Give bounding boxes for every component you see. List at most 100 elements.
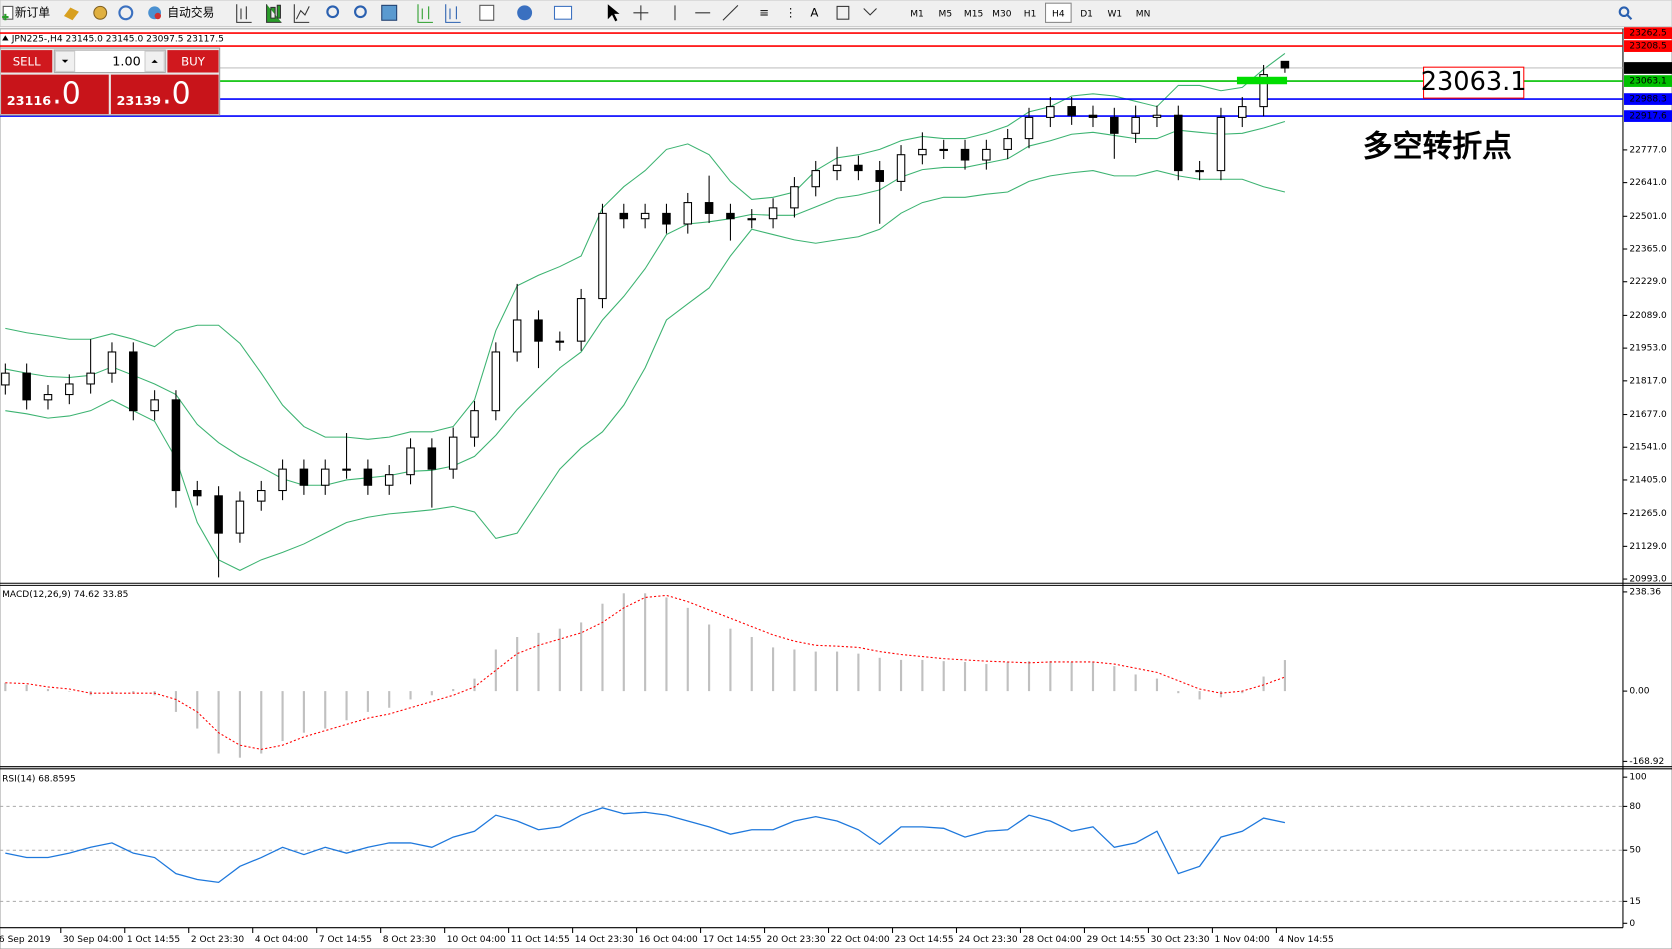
icon[interactable] — [326, 5, 340, 19]
bid-price[interactable]: 23116 — [7, 94, 52, 109]
ask-fraction[interactable]: .0 — [162, 76, 190, 111]
x-tick-label: 24 Oct 23:30 — [959, 935, 1018, 945]
candle-body — [747, 218, 757, 221]
icon[interactable] — [417, 4, 433, 23]
level-label-bg — [1624, 93, 1672, 105]
x-tick-label: 28 Oct 04:00 — [1023, 935, 1082, 945]
macd-histogram-bar — [1155, 678, 1159, 692]
x-tick-label: 7 Oct 14:55 — [319, 935, 372, 945]
y-tick-label: 238.36 — [1629, 587, 1661, 597]
macd-histogram-bar — [217, 691, 220, 754]
icon[interactable] — [118, 5, 134, 21]
candle-body — [1195, 170, 1204, 173]
candle-body — [1024, 116, 1034, 140]
new-order-button[interactable]: 新订单 — [2, 5, 50, 21]
candle-body — [918, 148, 927, 156]
macd-histogram-bar — [814, 651, 817, 692]
icon[interactable] — [445, 4, 461, 23]
icon[interactable] — [354, 5, 367, 19]
icon[interactable] — [266, 4, 282, 23]
icon[interactable] — [236, 4, 252, 23]
timeframe-button[interactable]: MN — [1136, 9, 1151, 19]
timeframe-button[interactable]: M30 — [992, 9, 1012, 19]
timeframe-button[interactable]: D1 — [1080, 9, 1093, 19]
auto-trading-button[interactable]: 自动交易 — [148, 5, 214, 19]
lot-input[interactable] — [53, 49, 166, 74]
macd-histogram-bar — [921, 659, 924, 692]
buy-button[interactable] — [167, 50, 219, 73]
candle-body — [683, 202, 693, 225]
macd-histogram-bar — [708, 624, 711, 692]
icon[interactable] — [93, 5, 108, 20]
y-tick-label: 21541.0 — [1629, 443, 1667, 453]
icon — [154, 12, 162, 20]
icon — [61, 59, 69, 63]
macd-histogram-bar — [388, 691, 391, 708]
sell-label[interactable]: SELL — [13, 54, 41, 68]
icon[interactable] — [674, 4, 739, 21]
macd-histogram-bar — [793, 649, 796, 692]
bid-fraction[interactable]: .0 — [52, 76, 80, 111]
icon[interactable] — [836, 5, 850, 20]
timeframe-button[interactable]: H1 — [1024, 9, 1037, 19]
icon[interactable] — [479, 4, 495, 21]
icon[interactable]: ⋮ — [785, 5, 797, 19]
ask-price[interactable]: 23139 — [117, 94, 162, 109]
search-icon[interactable] — [1618, 6, 1630, 18]
macd-histogram-bar — [516, 636, 519, 692]
icon[interactable]: ≡ — [759, 5, 769, 19]
x-tick-label: 4 Nov 14:55 — [1279, 935, 1334, 945]
candle-body — [1110, 116, 1119, 134]
icon[interactable] — [633, 5, 649, 21]
candle-body — [768, 207, 778, 220]
candle-body — [939, 148, 948, 152]
candle-body — [363, 468, 373, 486]
indicator-value: 68.8595 — [38, 774, 75, 784]
candle-body — [193, 490, 202, 497]
candle-body — [470, 410, 479, 438]
macd-histogram-bar — [260, 691, 263, 754]
order-panel: SELL 1.00 BUY 23116 .0 23139 .0 — [0, 47, 221, 116]
buy-label[interactable]: BUY — [181, 54, 206, 68]
ask-box[interactable] — [110, 74, 219, 115]
x-tick-label: 22 Oct 04:00 — [831, 935, 890, 945]
timeframe-button[interactable]: M15 — [964, 9, 983, 19]
icon[interactable] — [381, 4, 398, 21]
timeframe-button[interactable]: H4 — [1052, 9, 1065, 19]
icon[interactable] — [553, 5, 573, 20]
icon[interactable] — [517, 5, 533, 21]
macd-histogram-bar — [1006, 661, 1009, 692]
timeframe-button[interactable]: W1 — [1107, 9, 1122, 19]
macd-histogram-bar — [196, 691, 199, 729]
timeframe-button[interactable]: M5 — [939, 9, 953, 19]
macd-histogram-bar — [580, 622, 583, 692]
macd-histogram-bar — [899, 659, 903, 692]
candle-body — [235, 500, 245, 534]
macd-histogram-bar — [857, 653, 860, 692]
search-icon[interactable] — [1626, 14, 1633, 20]
macd-histogram-bar — [110, 691, 114, 694]
x-tick-label: 2 Oct 23:30 — [191, 935, 244, 945]
active-timeframe[interactable] — [1045, 2, 1072, 23]
icon — [2, 5, 14, 20]
candle-body — [640, 212, 650, 220]
icon[interactable] — [293, 4, 310, 23]
macd-histogram-bar — [1198, 691, 1201, 700]
candle-body — [86, 372, 95, 385]
y-tick-label: 100 — [1629, 773, 1647, 783]
bid-box[interactable] — [1, 74, 109, 115]
timeframe-button[interactable]: M1 — [910, 9, 924, 19]
sell-button[interactable] — [1, 50, 53, 73]
new-order-label[interactable]: 新订单 — [15, 5, 50, 19]
icon[interactable] — [63, 7, 79, 21]
auto-trading-label[interactable]: 自动交易 — [167, 5, 214, 19]
macd-histogram-bar — [238, 691, 241, 758]
icon[interactable] — [863, 8, 877, 16]
lot-value[interactable]: 1.00 — [112, 54, 140, 69]
chart-header: JPN225-,H4 23145.0 23145.0 23097.5 23117… — [11, 34, 224, 44]
candle-body — [65, 383, 74, 396]
icon[interactable] — [607, 4, 620, 22]
candle-body — [832, 164, 842, 172]
icon[interactable]: A — [810, 5, 818, 19]
